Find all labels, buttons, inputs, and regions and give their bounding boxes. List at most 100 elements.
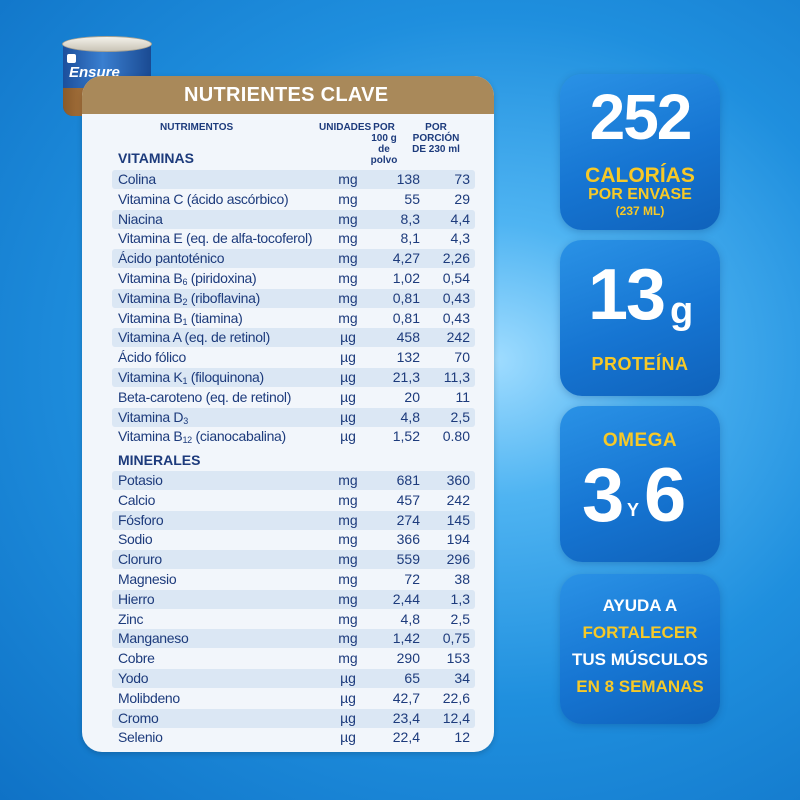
value-per-100g: 23,4	[392, 709, 420, 726]
table-row: Cloruro mg 559 296	[112, 550, 475, 570]
table-row: Cromo µg 23,4 12,4	[112, 708, 475, 728]
table-row: Ácido fólico µg 132 70	[112, 348, 475, 367]
table-row: Vitamina B1 (tiamina) mg 0,81 0,43	[112, 309, 475, 328]
nutrient-unit: mg	[338, 491, 358, 508]
value-per-portion: 12,4	[442, 709, 470, 726]
calories-badge: 252 CALORÍAS POR ENVASE (237 ML)	[560, 74, 720, 230]
nutrient-name: Selenio	[118, 729, 163, 746]
nutrient-name: Sodio	[118, 531, 153, 548]
claim-line-4: EN 8 SEMANAS	[576, 677, 704, 696]
table-row: Cobre mg 290 153	[112, 649, 475, 668]
value-per-100g: 2,44	[392, 590, 420, 607]
value-per-100g: 20	[404, 388, 420, 405]
nutrient-name: Fósforo	[118, 511, 164, 528]
value-per-portion: 0,54	[442, 270, 470, 286]
nutrient-unit: mg	[338, 309, 358, 326]
nutrient-name: Vitamina B6 (piridoxina)	[118, 270, 257, 287]
nutrient-name: Ácido pantoténico	[118, 250, 225, 267]
value-per-portion: 2,5	[450, 408, 470, 425]
value-per-100g: 8,3	[400, 210, 420, 227]
claim-line-3: TUS MÚSCULOS	[572, 650, 708, 669]
nutrient-name: Magnesio	[118, 571, 177, 587]
nutrient-name: Vitamina C (ácido ascórbico)	[118, 190, 289, 207]
value-per-100g: 366	[396, 531, 420, 548]
value-per-100g: 42,7	[392, 689, 420, 706]
nutrient-name: Hierro	[118, 590, 155, 607]
omega-first-number: 3	[582, 453, 625, 538]
header-units: UNIDADES	[319, 122, 372, 133]
nutrient-name: Zinc	[118, 610, 144, 627]
table-row: Vitamina E (eq. de alfa-tocoferol) mg 8,1 4…	[112, 229, 475, 248]
section-vitamins-heading: VITAMINAS	[118, 150, 194, 166]
nutrient-unit: µg	[340, 689, 356, 706]
panel-header	[82, 76, 494, 114]
nutrient-unit: µg	[340, 729, 356, 746]
header-portion-line1: POR PORCIÓN	[412, 122, 460, 144]
table-row: Selenio µg 22,4 12	[112, 728, 475, 747]
value-per-portion: 194	[446, 531, 470, 548]
nutrient-name: Vitamina D3	[118, 408, 188, 426]
nutrient-name: Beta-caroteno (eq. de retinol)	[118, 388, 292, 405]
value-per-100g: 22,4	[392, 729, 420, 746]
nutrient-unit: mg	[338, 230, 358, 247]
nutrient-unit: µg	[340, 408, 356, 425]
nutrient-unit: mg	[338, 270, 358, 286]
nutrient-unit: µg	[340, 670, 356, 686]
header-portion: POR PORCIÓN DE 230 ml	[405, 122, 467, 155]
nutrient-unit: µg	[340, 329, 356, 346]
value-per-100g: 72	[404, 571, 420, 587]
value-per-portion: 73	[454, 171, 470, 187]
nutrient-unit: µg	[340, 428, 356, 445]
nutrient-unit: mg	[338, 590, 358, 607]
value-per-portion: 12	[454, 729, 470, 746]
nutrient-unit: mg	[338, 551, 358, 568]
value-per-portion: 0.80	[442, 428, 470, 445]
table-row: Sodio mg 366 194	[112, 530, 475, 549]
table-row: Calcio mg 457 242	[112, 491, 475, 510]
value-per-portion: 0,43	[442, 289, 470, 306]
nutrient-name: Cobre	[118, 650, 155, 667]
table-row: Molibdeno µg 42,7 22,6	[112, 689, 475, 708]
claim-badge: AYUDA A FORTALECER TUS MÚSCULOS EN 8 SEM…	[560, 574, 720, 724]
header-per100-line1: POR	[373, 122, 395, 133]
value-per-portion: 360	[446, 472, 470, 488]
value-per-100g: 1,02	[392, 270, 420, 286]
protein-unit: g	[670, 290, 694, 332]
value-per-100g: 458	[396, 329, 420, 346]
omega-badge: OMEGA 3 Y 6	[560, 406, 720, 562]
table-row: Hierro mg 2,44 1,3	[112, 589, 475, 609]
section-minerals-heading: MINERALES	[118, 452, 201, 468]
nutrient-name: Vitamina B12 (cianocabalina)	[118, 428, 286, 446]
table-row: Beta-caroteno (eq. de retinol) µg 20 11	[112, 388, 475, 407]
value-per-100g: 4,27	[392, 250, 420, 267]
protein-badge: 13 g PROTEÍNA	[560, 240, 720, 396]
value-per-100g: 55	[404, 190, 420, 207]
table-row: Magnesio mg 72 38	[112, 570, 475, 589]
nutrient-unit: mg	[338, 610, 358, 627]
nutrient-unit: mg	[338, 531, 358, 548]
table-row: Fósforo mg 274 145	[112, 510, 475, 530]
can-lid	[62, 36, 152, 52]
header-portion-line2: DE 230 ml	[412, 144, 460, 155]
nutrient-unit: mg	[338, 289, 358, 306]
omega-joiner: Y	[627, 500, 640, 520]
table-row: Potasio mg 681 360	[112, 471, 475, 490]
protein-value: 13	[587, 255, 666, 335]
table-row: Vitamina K1 (filoquinona) µg 21,3 11,3	[112, 368, 475, 387]
nutrient-unit: mg	[338, 190, 358, 207]
nutrient-name: Colina	[118, 171, 156, 187]
panel-title: NUTRIENTES CLAVE	[184, 84, 389, 106]
nutrient-unit: mg	[338, 250, 358, 267]
nutrient-unit: µg	[340, 369, 356, 385]
table-row: Vitamina B2 (riboflavina) mg 0,81 0,43	[112, 288, 475, 308]
value-per-portion: 34	[454, 670, 470, 686]
nutrient-unit: mg	[338, 571, 358, 587]
table-row: Vitamina B6 (piridoxina) mg 1,02 0,54	[112, 269, 475, 288]
value-per-100g: 138	[396, 171, 420, 187]
omega-label: OMEGA	[602, 430, 678, 451]
header-per100-line2: 100 g	[371, 133, 397, 144]
value-per-100g: 457	[396, 491, 420, 508]
nutrition-panel: NUTRIENTES CLAVE NUTRIMENTOS UNIDADES PO…	[82, 76, 494, 752]
claim-line-2: FORTALECER	[582, 623, 698, 642]
table-row: Manganeso mg 1,42 0,75	[112, 629, 475, 649]
